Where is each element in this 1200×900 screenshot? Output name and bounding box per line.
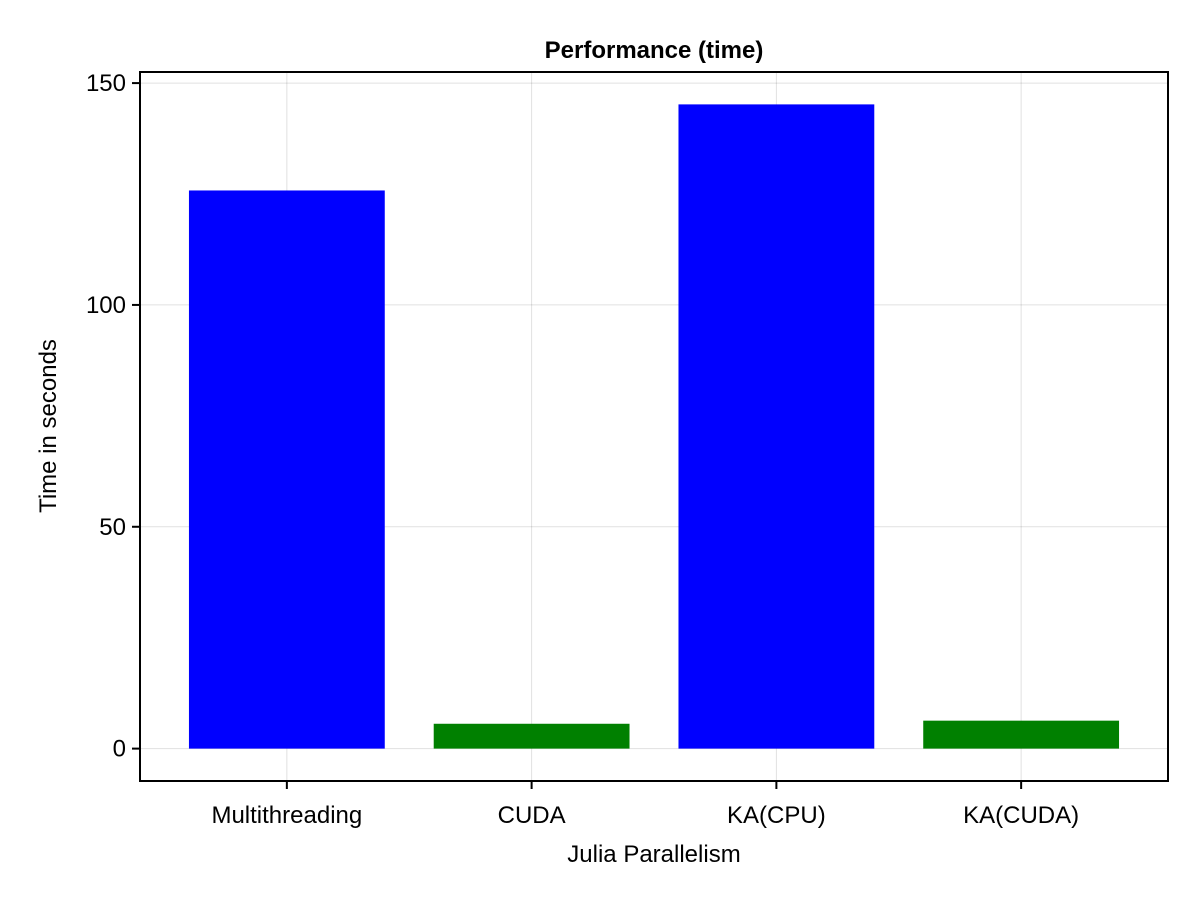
x-tick-label: KA(CUDA) — [963, 802, 1079, 829]
chart-title: Performance (time) — [545, 37, 764, 64]
x-tick-label: KA(CPU) — [727, 802, 826, 829]
x-tick-label: Multithreading — [211, 802, 362, 829]
bar-ka-cuda — [923, 720, 1120, 749]
y-tick-label: 0 — [113, 736, 126, 763]
bar-cuda — [433, 723, 630, 749]
bar-ka-cpu — [678, 104, 875, 749]
x-axis-label: Julia Parallelism — [567, 841, 740, 868]
y-tick-label: 100 — [86, 292, 126, 319]
plot-frame — [139, 71, 1169, 782]
y-axis-label: Time in seconds — [35, 339, 62, 513]
x-tick-label: CUDA — [498, 802, 566, 829]
y-tick-label: 150 — [86, 70, 126, 97]
bars — [188, 104, 1120, 749]
axis-ticks: 0 50 100 150 Multithreading CUDA KA(CPU) KA(CUD… — [86, 70, 1079, 829]
y-tick-label: 50 — [99, 514, 126, 541]
bar-multithreading — [188, 190, 385, 749]
